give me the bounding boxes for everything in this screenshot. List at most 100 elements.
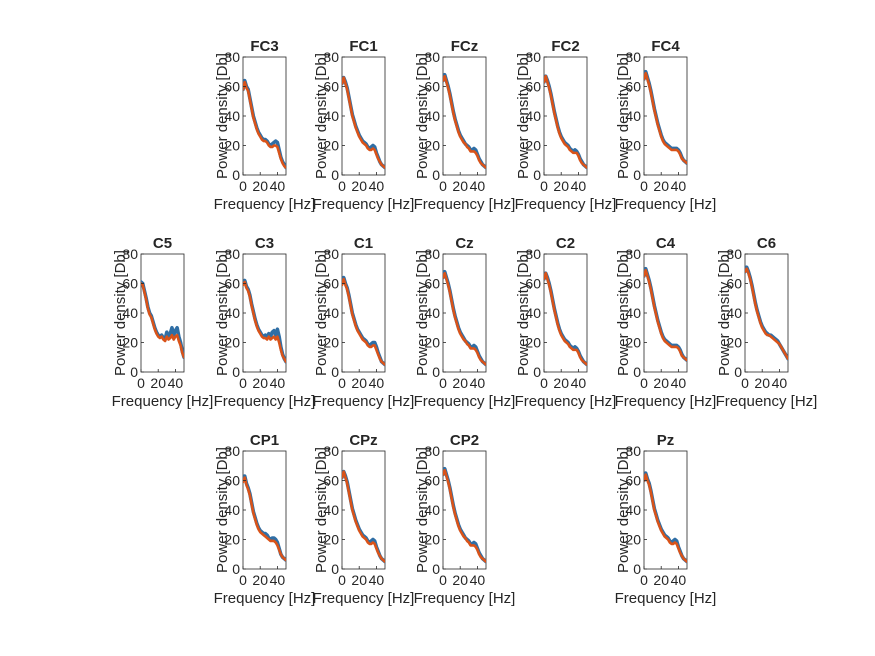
- x-tick-label: 40: [369, 375, 385, 391]
- y-tick-label: 20: [224, 335, 240, 351]
- y-tick-label: 60: [323, 276, 339, 292]
- x-tick-label: 20: [452, 375, 468, 391]
- subplot-title: Cz: [455, 235, 473, 252]
- y-tick-label: 0: [331, 561, 339, 577]
- x-tick-label: 40: [772, 375, 788, 391]
- y-tick-label: 60: [525, 79, 541, 95]
- y-tick-label: 80: [122, 246, 138, 262]
- x-tick-label: 20: [252, 178, 268, 194]
- series-line-2: [243, 280, 286, 363]
- x-tick-label: 40: [369, 572, 385, 588]
- x-tick-label: 20: [252, 375, 268, 391]
- y-axis-label: Power density [Db]: [214, 250, 231, 376]
- x-tick-label: 0: [338, 375, 346, 391]
- x-tick-label: 20: [754, 375, 770, 391]
- x-axis-label: Frequency [Hz]: [313, 590, 415, 607]
- y-axis-label: Power density [Db]: [615, 250, 632, 376]
- x-axis-label: Frequency [Hz]: [313, 196, 415, 213]
- x-tick-label: 40: [671, 375, 687, 391]
- y-tick-label: 20: [323, 532, 339, 548]
- y-tick-label: 0: [331, 364, 339, 380]
- y-tick-label: 80: [323, 49, 339, 65]
- y-tick-label: 80: [525, 49, 541, 65]
- x-tick-label: 40: [671, 572, 687, 588]
- x-tick-label: 40: [369, 178, 385, 194]
- x-axis-label: Frequency [Hz]: [414, 590, 516, 607]
- series-line-2: [544, 271, 587, 366]
- x-axis-label: Frequency [Hz]: [515, 393, 617, 410]
- subplot-title: Pz: [657, 432, 675, 449]
- x-tick-label: 0: [640, 178, 648, 194]
- y-tick-label: 20: [625, 138, 641, 154]
- x-tick-label: 20: [150, 375, 166, 391]
- x-tick-label: 40: [270, 178, 286, 194]
- x-axis-label: Frequency [Hz]: [214, 590, 316, 607]
- series-line-2: [243, 476, 286, 562]
- y-tick-label: 80: [625, 443, 641, 459]
- y-axis-label: Power density [Db]: [515, 53, 532, 179]
- y-tick-label: 0: [533, 364, 541, 380]
- y-tick-label: 40: [323, 108, 339, 124]
- subplot-title: CP1: [250, 432, 279, 449]
- y-tick-label: 80: [726, 246, 742, 262]
- axes-box: [242, 253, 287, 373]
- x-tick-label: 0: [137, 375, 145, 391]
- y-tick-label: 60: [625, 473, 641, 489]
- x-tick-label: 0: [439, 572, 447, 588]
- y-tick-label: 40: [525, 108, 541, 124]
- x-tick-label: 40: [671, 178, 687, 194]
- x-tick-label: 0: [640, 375, 648, 391]
- axes-box: [744, 253, 789, 373]
- y-tick-label: 60: [224, 276, 240, 292]
- x-axis-label: Frequency [Hz]: [615, 393, 717, 410]
- y-tick-label: 0: [633, 167, 641, 183]
- x-tick-label: 40: [470, 178, 486, 194]
- y-tick-label: 80: [224, 443, 240, 459]
- y-tick-label: 80: [625, 246, 641, 262]
- subplot-title: C5: [153, 235, 172, 252]
- y-tick-label: 40: [625, 305, 641, 321]
- y-tick-label: 0: [331, 167, 339, 183]
- x-tick-label: 40: [470, 572, 486, 588]
- y-tick-label: 60: [525, 276, 541, 292]
- x-tick-label: 40: [270, 572, 286, 588]
- x-tick-label: 20: [351, 572, 367, 588]
- subplot-title: FC4: [651, 38, 680, 55]
- y-tick-label: 80: [424, 246, 440, 262]
- y-tick-label: 20: [625, 532, 641, 548]
- x-tick-label: 20: [653, 375, 669, 391]
- x-tick-label: 20: [351, 178, 367, 194]
- series-line-2: [745, 267, 788, 361]
- y-tick-label: 20: [323, 335, 339, 351]
- y-tick-label: 40: [424, 108, 440, 124]
- series-line-2: [443, 271, 486, 366]
- y-tick-label: 60: [424, 79, 440, 95]
- x-tick-label: 40: [571, 375, 587, 391]
- x-axis-label: Frequency [Hz]: [214, 196, 316, 213]
- series-line-2: [342, 76, 385, 169]
- subplot-title: C3: [255, 235, 274, 252]
- y-tick-label: 40: [224, 502, 240, 518]
- x-tick-label: 20: [653, 572, 669, 588]
- x-axis-label: Frequency [Hz]: [414, 196, 516, 213]
- y-tick-label: 0: [533, 167, 541, 183]
- series-line-2: [342, 277, 385, 366]
- series-line-2: [544, 74, 587, 169]
- y-tick-label: 60: [726, 276, 742, 292]
- subplot-title: C2: [556, 235, 575, 252]
- x-tick-label: 20: [553, 375, 569, 391]
- y-tick-label: 40: [323, 305, 339, 321]
- y-tick-label: 40: [625, 108, 641, 124]
- x-tick-label: 0: [741, 375, 749, 391]
- y-tick-label: 40: [224, 108, 240, 124]
- x-axis-label: Frequency [Hz]: [414, 393, 516, 410]
- x-tick-label: 40: [270, 375, 286, 391]
- x-tick-label: 40: [168, 375, 184, 391]
